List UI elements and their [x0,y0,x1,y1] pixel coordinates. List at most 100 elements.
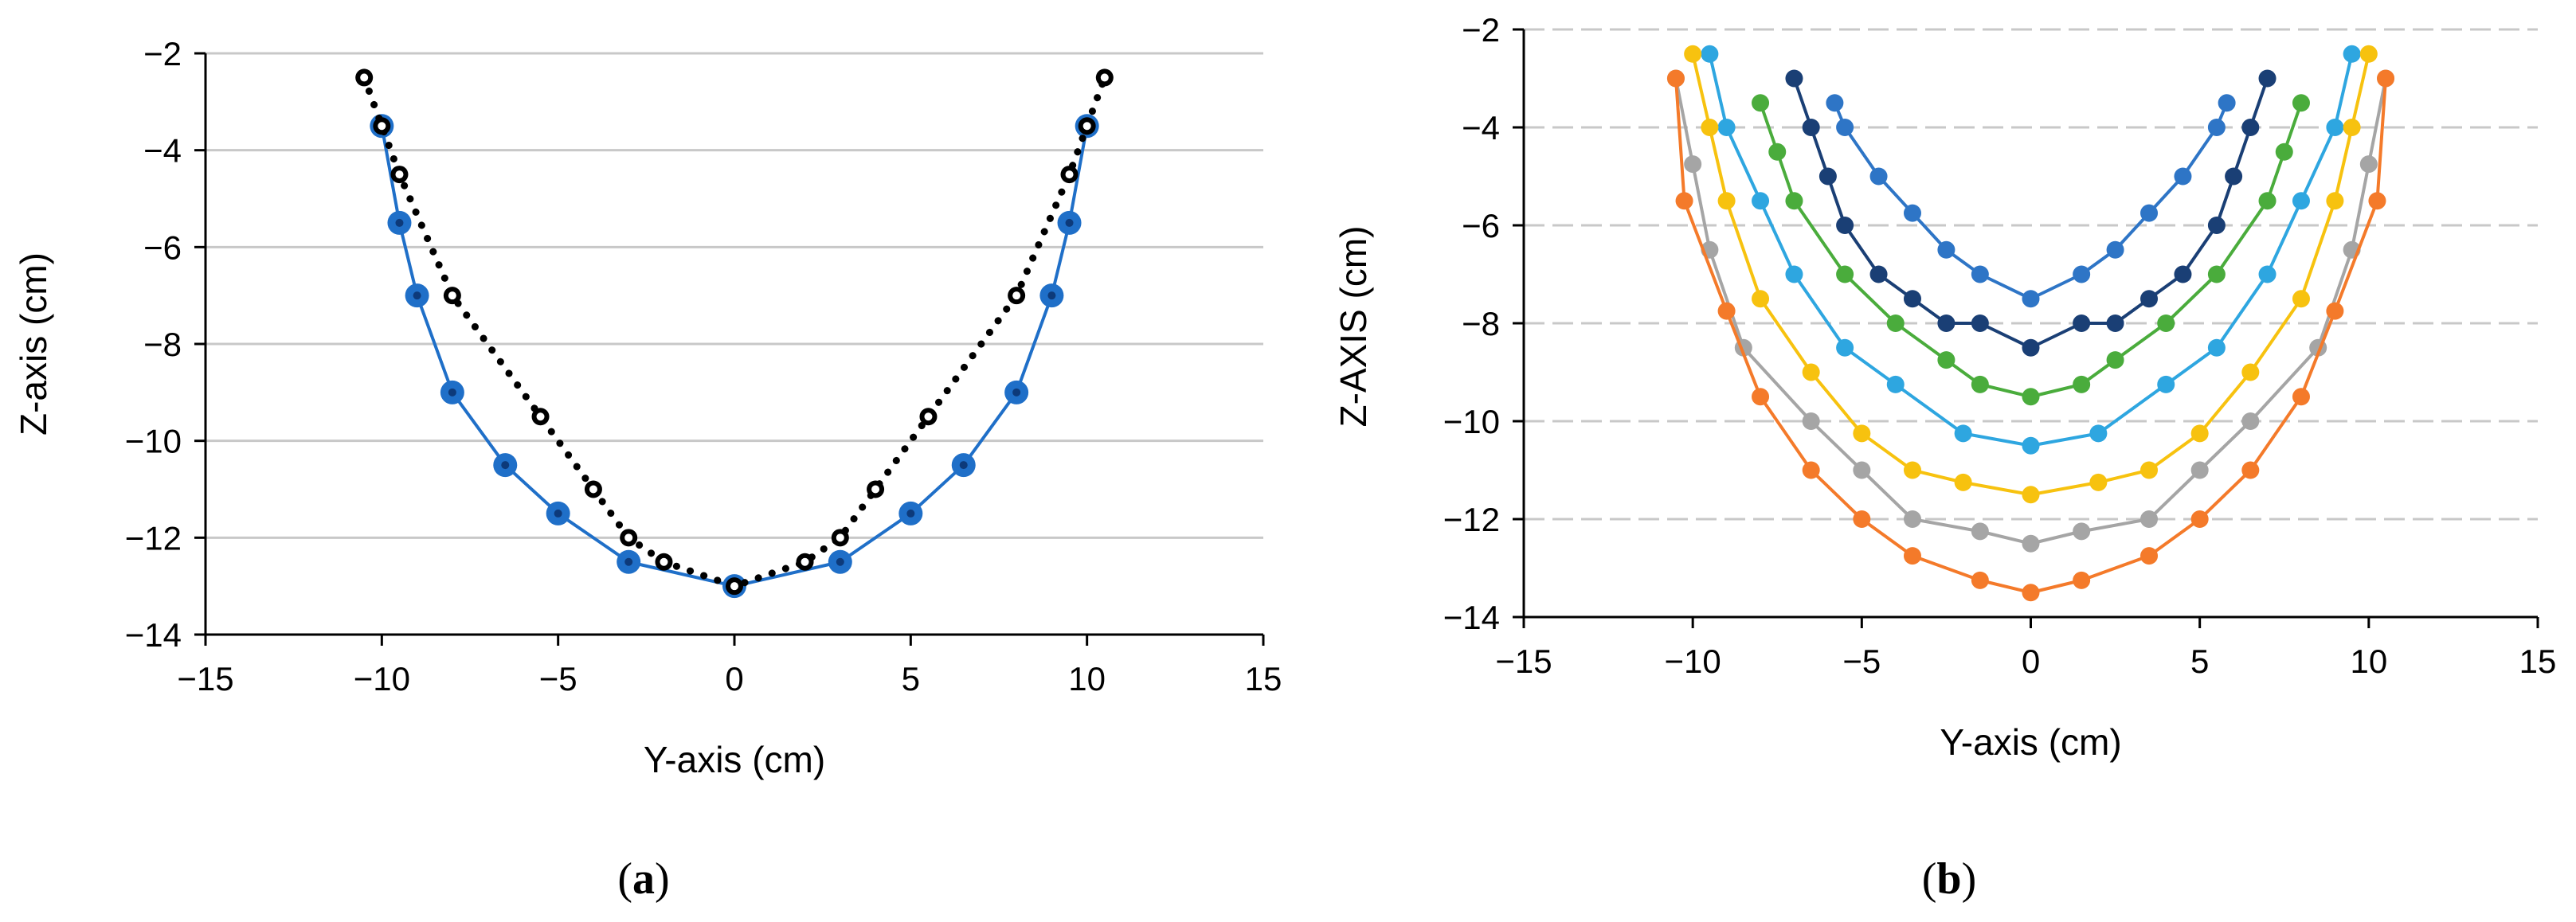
data-point [2343,45,2361,63]
data-point [1684,155,1702,174]
data-point [1802,119,1820,136]
y-tick-label: −8 [1462,305,1500,342]
y-tick-label: −6 [143,229,182,266]
data-point [2225,167,2243,186]
data-point-core [836,557,844,566]
series-line [360,73,1109,590]
y-tick-label: −10 [125,423,182,460]
data-point [2073,571,2091,589]
data-point [2022,338,2040,357]
data-point [2073,522,2091,541]
data-point [1802,412,1820,430]
data-point [1971,265,1989,283]
data-point [2359,45,2378,63]
data-point [1717,192,1736,210]
y-tick-label: −10 [1443,403,1500,440]
data-point [1836,119,1854,136]
data-point [1971,522,1989,541]
data-point [2275,143,2293,161]
data-point [2190,510,2209,528]
series-4 [1701,45,2361,455]
data-point [1717,119,1736,136]
data-point [2207,265,2226,283]
data-point [2190,461,2209,479]
data-point [1701,119,1719,136]
data-point [2241,412,2260,430]
x-tick-label: 15 [2519,643,2557,680]
data-point [1684,45,1702,63]
data-point-core [1012,388,1021,397]
data-point [2022,388,2040,406]
data-point [1937,351,1955,369]
y-tick-label: −2 [1462,11,1500,49]
data-point [1853,461,1871,479]
x-tick-label: 15 [1245,660,1282,697]
data-point [2140,290,2159,308]
data-point-core [801,557,809,566]
data-point [2140,461,2159,479]
series-6 [1666,69,2395,553]
data-point [2326,302,2344,320]
data-point [2292,388,2310,406]
data-point [1903,510,1921,528]
data-point [2207,338,2226,357]
series-1 [1826,94,2236,308]
data-point [1826,94,1844,112]
data-point [2241,461,2260,479]
data-point [1785,265,1803,283]
data-point [1768,143,1787,161]
data-point [1752,388,1770,406]
x-axis-label: Y-axis (cm) [1940,721,2121,763]
y-tick-label: −6 [1462,207,1500,244]
data-point-core [360,73,369,82]
data-point-core [378,122,386,131]
data-point-core [395,218,404,227]
data-point-core [501,461,510,470]
x-tick-label: 10 [1068,660,1106,697]
data-point [1937,314,1955,332]
y-axis-label: Z-axis (cm) [13,252,54,436]
y-tick-label: −8 [143,326,182,363]
data-point [1836,217,1854,234]
data-point-core [1082,122,1091,131]
y-axis-label: Z-AXIS (cm) [1333,226,1374,428]
y-tick-label: −14 [125,616,182,654]
data-point [1752,94,1770,112]
data-point [1818,167,1837,186]
data-point [1886,375,1905,393]
data-point [2207,217,2226,234]
x-tick-label: −5 [539,660,577,697]
data-point [2022,584,2040,602]
data-point-core [836,533,844,542]
chart-panel-a: −15 −10 −5 0 5 10 15 −14 −12 −10 −8 −6 −4 −2 Y-axis (c… [13,35,1282,904]
data-point [1903,290,1921,308]
series-1 [370,114,1099,599]
data-point-core [730,582,738,591]
data-point [2140,547,2159,565]
data-point-core [1065,218,1074,227]
data-point [2258,69,2277,88]
data-point-core [624,557,633,566]
data-point-core [413,291,421,300]
data-point [2207,119,2226,136]
x-tick-label: −5 [1842,643,1881,680]
data-point [2359,155,2378,174]
data-point-core [906,509,915,518]
data-point [1971,314,1989,332]
data-point [2022,290,2040,308]
series-7 [1666,69,2395,602]
x-tick-label: 0 [725,660,743,697]
y-tick-label: −12 [125,519,182,557]
data-point [1903,204,1921,222]
x-tick-label: 10 [2350,643,2387,680]
data-point [2368,192,2386,210]
data-point-core [624,533,633,542]
data-point-core [536,412,545,421]
data-point [2106,314,2124,332]
data-point-core [1065,170,1074,179]
data-point-core [1100,73,1109,82]
data-point-core [1047,291,1056,300]
data-point [1802,461,1820,479]
chart-panel-b: −15 −10 −5 0 5 10 15 −14 −12 −10 −8 −6 −4 −2 Y-axis (c… [1333,11,2556,904]
